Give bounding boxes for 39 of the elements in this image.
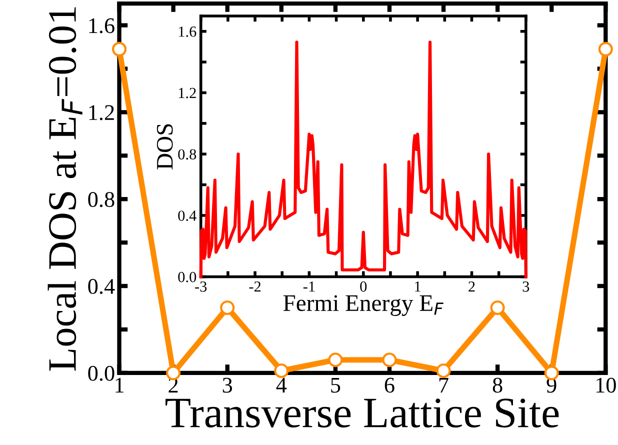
y-axis-title: DOS (156, 124, 173, 170)
x-tick-label: 0 (360, 281, 367, 292)
y-tick-label: 0.0 (178, 272, 196, 282)
x-tick-label: 7 (439, 378, 448, 392)
x-tick-label: 6 (384, 378, 394, 393)
x-tick-label: 10 (596, 378, 616, 393)
y-tick-label: 1.6 (89, 18, 114, 34)
point (112, 42, 127, 56)
x-tick-label: 1 (116, 378, 124, 392)
x-tick-label: 3 (222, 378, 232, 393)
point (328, 352, 343, 368)
point (544, 366, 559, 380)
x-tick-label: -3 (195, 281, 207, 292)
y-tick-label: 1.2 (89, 105, 114, 120)
point (220, 300, 235, 316)
x-tick-label: 5 (331, 378, 340, 393)
point (166, 366, 181, 380)
x-tick-label: -2 (249, 281, 261, 292)
point (490, 300, 505, 316)
x-tick-label: 1 (415, 281, 420, 292)
y-tick-label: 1.6 (178, 26, 196, 37)
x-tick-label: -1 (303, 281, 315, 292)
x-tick-label: 3 (522, 281, 530, 292)
y-tick-label: 1.2 (178, 88, 196, 98)
y-tick-label: 0.8 (178, 149, 196, 160)
x-axis-title: Transverse Lattice Site (166, 398, 559, 428)
point (382, 352, 397, 368)
x-tick-label: 2 (468, 281, 475, 292)
point (436, 363, 451, 378)
x-tick-label: 8 (492, 378, 502, 393)
y-tick-label: 0.0 (88, 366, 114, 381)
point (274, 363, 289, 378)
x-axis-title: Fermi Energy E$_{F}$ (283, 295, 444, 316)
x-tick-label: 4 (276, 378, 287, 392)
y-tick-label: 0.4 (88, 278, 115, 294)
point (598, 42, 613, 56)
y-axis-title: Local DOS at E$_{F}$=0.01 (48, 7, 82, 371)
y-tick-label: 0.4 (178, 210, 196, 221)
y-tick-label: 0.8 (88, 192, 114, 208)
